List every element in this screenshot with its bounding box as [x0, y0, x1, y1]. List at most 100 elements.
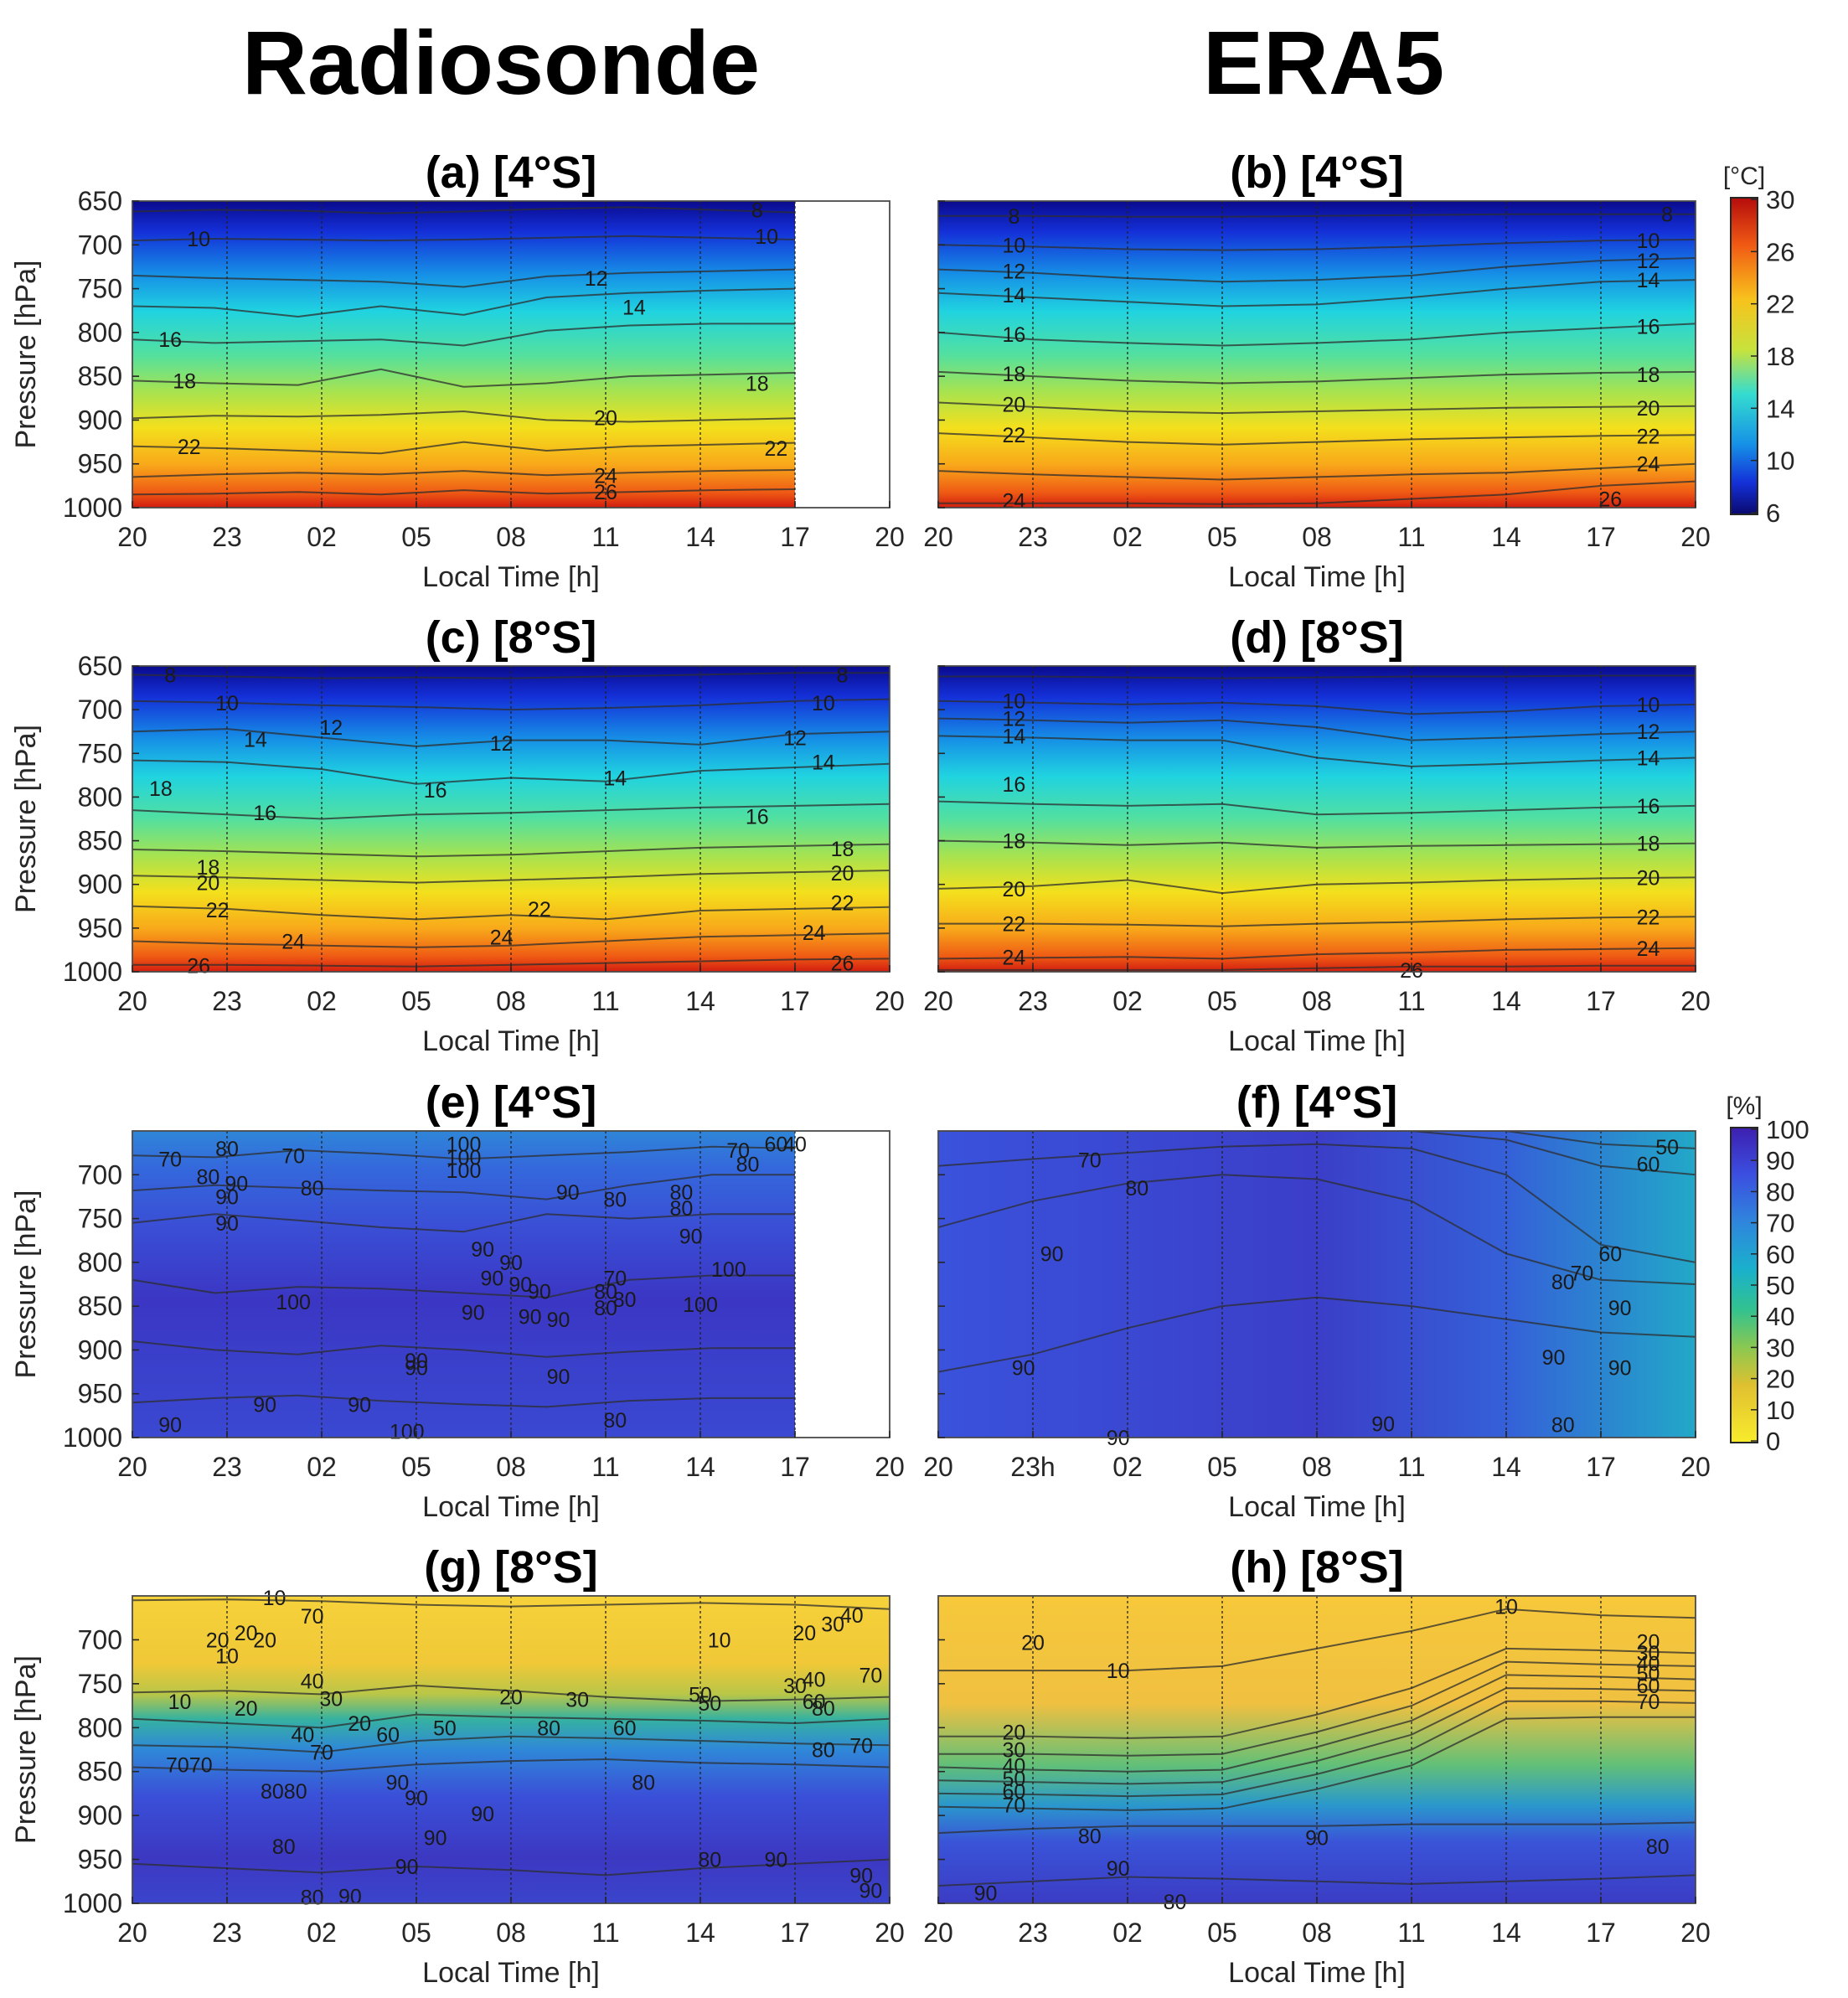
contour-label: 12	[783, 727, 807, 751]
contour-label: 80	[301, 1177, 324, 1200]
contour-line-20	[938, 401, 1696, 415]
contour-label: 20	[499, 1686, 523, 1710]
contour-label: 90	[405, 1356, 428, 1380]
contour-label: 10	[812, 692, 835, 715]
column-title-radiosonde: Radiosonde	[242, 12, 760, 113]
y-tick-label: 700	[78, 230, 122, 260]
y-tick-label: 900	[78, 1800, 122, 1830]
contour-line-22	[132, 441, 796, 455]
x-tick-label: 17	[780, 986, 810, 1016]
panel-title-a: (a) [4°S]	[426, 147, 597, 198]
contour-label: 90	[348, 1393, 371, 1417]
contour-line-10	[938, 239, 1696, 251]
contour-label: 40	[1002, 1754, 1025, 1778]
contour-line-80	[132, 1758, 890, 1773]
contour-label: 80	[594, 1297, 617, 1320]
contour-label: 22	[1637, 425, 1660, 448]
contour-label: 90	[338, 1886, 362, 1909]
contour-label: 20	[1637, 1631, 1660, 1655]
contour-label: 18	[1637, 364, 1660, 387]
contour-label: 10	[215, 1644, 239, 1668]
x-tick-label: 02	[1112, 986, 1143, 1016]
contour-label: 10	[187, 228, 210, 251]
contour-label: 90	[225, 1173, 248, 1196]
contour-label: 24	[281, 931, 305, 954]
contour-label: 60	[1637, 1154, 1660, 1177]
contour-label: 22	[1002, 424, 1025, 447]
colorbar-tick-label: 80	[1766, 1177, 1794, 1206]
humidity-colorbar-unit: [%]	[1726, 1092, 1762, 1120]
colorbar-tick-label: 10	[1766, 1396, 1794, 1425]
contour-label: 90	[385, 1771, 409, 1794]
contour-label: 80	[736, 1154, 760, 1177]
y-axis-label-c: Pressure [hPa]	[10, 725, 42, 913]
x-tick-label: 17	[780, 1918, 810, 1948]
contour-label: 80	[812, 1697, 835, 1721]
contour-line-20	[132, 1684, 890, 1702]
colorbar-tick-label: 18	[1766, 342, 1794, 371]
contour-label: 14	[603, 767, 627, 790]
contour-label: 70	[1078, 1149, 1102, 1173]
x-tick-label: 17	[780, 1452, 810, 1482]
x-tick-label: 23	[212, 986, 242, 1016]
contour-line-12	[132, 268, 796, 288]
x-tick-label: 23	[1018, 986, 1048, 1016]
contour-line-12	[132, 728, 890, 747]
contour-label: 18	[746, 373, 769, 396]
contour-label: 18	[1002, 363, 1025, 386]
contour-label: 90	[764, 1849, 787, 1872]
y-axis-label-e: Pressure [hPa]	[10, 1190, 42, 1379]
x-tick-label: 20	[875, 1452, 905, 1482]
contour-label: 80	[1646, 1835, 1670, 1859]
contour-label: 16	[158, 328, 182, 352]
contour-label: 22	[1637, 906, 1660, 929]
contour-label: 10	[215, 692, 239, 715]
y-tick-label: 750	[78, 1204, 122, 1234]
contour-label: 20	[1637, 397, 1660, 421]
contour-label: 12	[1002, 708, 1025, 731]
x-tick-label: 20	[117, 986, 147, 1016]
y-tick-label: 950	[78, 1845, 122, 1875]
contour-label: 90	[424, 1826, 447, 1850]
contour-label: 50	[433, 1717, 457, 1740]
y-axis-label-a: Pressure [hPa]	[10, 261, 42, 449]
x-tick-label: 08	[1302, 1452, 1332, 1482]
y-tick-label: 950	[78, 1379, 122, 1409]
contour-label: 40	[783, 1133, 807, 1157]
contour-line-80	[132, 1174, 795, 1200]
x-tick-label: 17	[780, 522, 810, 552]
contour-label: 30	[319, 1688, 343, 1711]
contour-label: 80	[669, 1181, 693, 1205]
y-tick-label: 800	[78, 318, 122, 348]
contour-label: 12	[319, 716, 343, 740]
x-tick-label: 14	[1491, 522, 1521, 552]
contour-label: 50	[698, 1692, 721, 1716]
contour-label: 90	[849, 1864, 873, 1887]
contour-label: 30	[783, 1675, 807, 1698]
x-axis-label-d: Local Time [h]	[1228, 1025, 1406, 1057]
y-tick-label: 800	[78, 1247, 122, 1278]
x-tick-label: 05	[1207, 986, 1237, 1016]
x-axis-label-g: Local Time [h]	[422, 1957, 600, 1989]
contour-label: 18	[831, 838, 854, 861]
contour-label: 70	[1570, 1262, 1593, 1285]
panel-title-f: (f) [4°S]	[1236, 1077, 1398, 1128]
contour-label: 20	[235, 1697, 258, 1721]
x-tick-label: 02	[307, 1918, 337, 1948]
contour-label: 60	[803, 1691, 826, 1714]
x-tick-label: 11	[1397, 522, 1425, 552]
contour-label: 24	[1002, 490, 1025, 514]
contour-label: 80	[613, 1288, 637, 1312]
y-tick-label: 750	[78, 738, 122, 768]
contour-line-10	[132, 698, 890, 711]
colorbar-tick-label: 22	[1766, 290, 1794, 319]
contour-label: 20	[206, 1629, 230, 1652]
contour-label: 90	[405, 1350, 428, 1373]
contour-line-14	[938, 279, 1696, 307]
contour-line-16	[132, 323, 795, 347]
contour-label: 80	[594, 1280, 617, 1304]
contours-a	[132, 206, 796, 496]
contour-line-80	[938, 1821, 1696, 1835]
